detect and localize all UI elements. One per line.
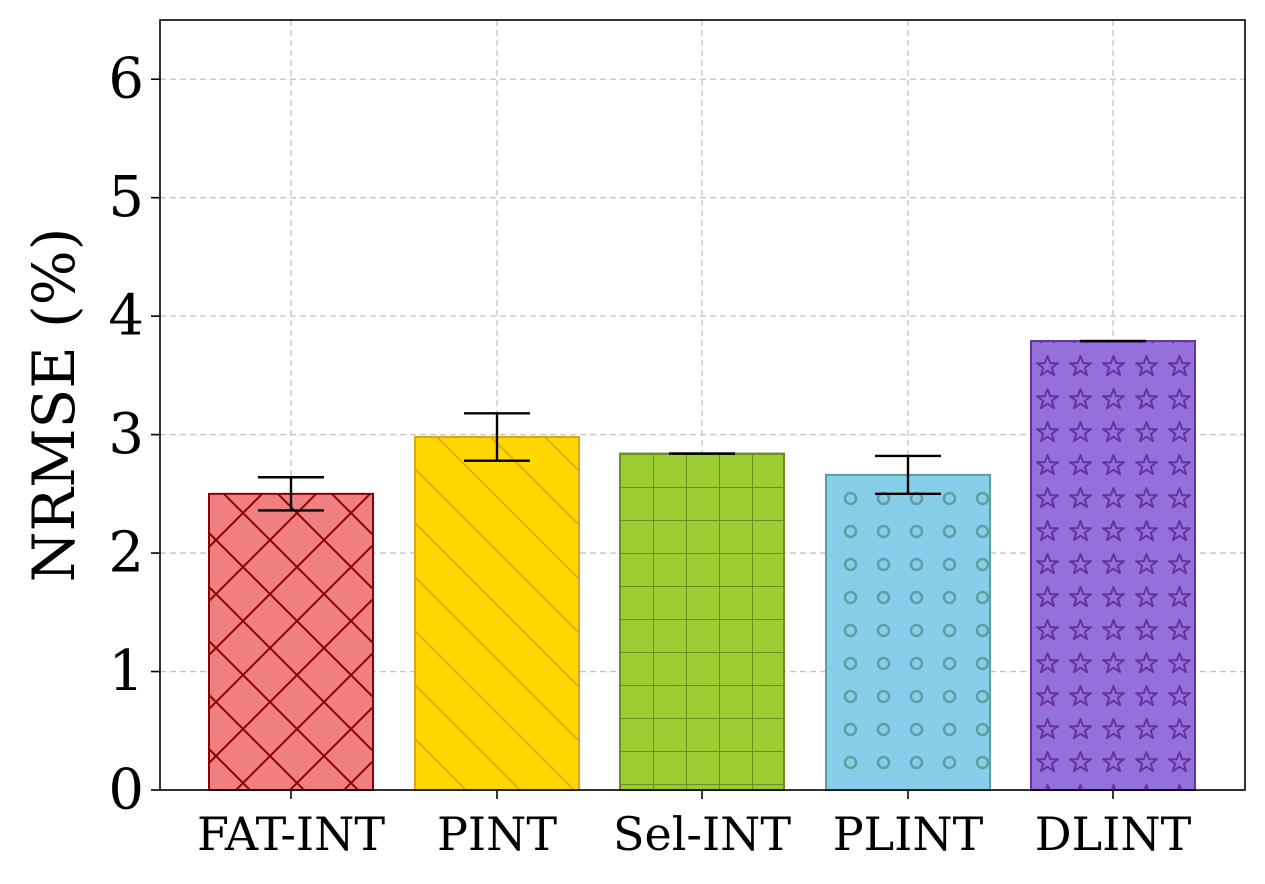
error-bar-plint: [875, 454, 941, 496]
y-axis-label: NRMSE (%): [20, 228, 88, 583]
bar-hatch: [620, 453, 784, 790]
y-tick-label-6: 6: [108, 47, 144, 112]
bar-dlint: [1030, 340, 1196, 791]
error-bars: [258, 339, 1146, 512]
bar-fat-int: [208, 492, 374, 791]
y-tick-label-0: 0: [108, 758, 144, 823]
y-tick-label-2: 2: [108, 521, 144, 586]
bar-hatch: [209, 493, 373, 790]
bar-sel-int: [619, 452, 785, 791]
bar-hatch: [826, 474, 990, 790]
error-bar-pint: [464, 412, 530, 462]
bar-plint: [825, 473, 991, 791]
y-tick-label-1: 1: [108, 639, 144, 704]
bar-pint: [414, 435, 580, 791]
bar-hatch: [415, 436, 579, 790]
x-tick-label-fat-int: FAT-INT: [197, 807, 385, 861]
y-tick-label-5: 5: [108, 165, 144, 230]
bar-hatch: [1031, 341, 1195, 790]
x-tick-label-dlint: DLINT: [1035, 807, 1192, 861]
bars: [208, 340, 1196, 791]
error-bar-fat-int: [258, 476, 324, 512]
x-tick-label-sel-int: Sel-INT: [613, 807, 791, 861]
x-tick-label-pint: PINT: [437, 807, 557, 861]
y-tick-label-4: 4: [108, 284, 144, 349]
y-tick-label-3: 3: [108, 402, 144, 467]
axis-ticks: 0 1 2 3 4 5 6 FAT-INT PINT Sel-INT PLINT DLINT: [108, 47, 1191, 861]
x-tick-label-plint: PLINT: [833, 807, 984, 861]
